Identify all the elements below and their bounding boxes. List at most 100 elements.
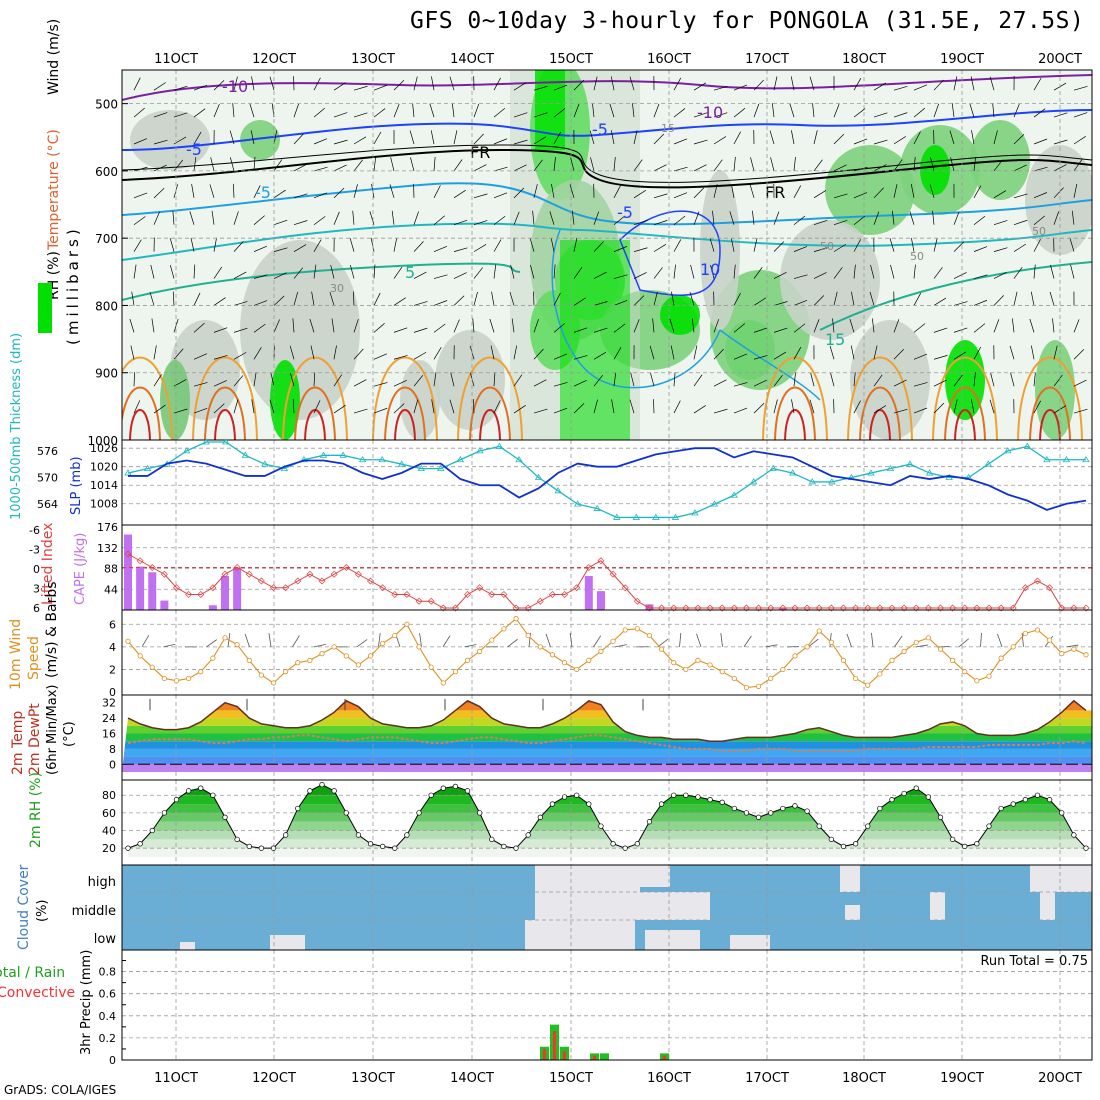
y-tick-label: 1026 bbox=[90, 442, 118, 455]
wind-barb bbox=[513, 164, 527, 172]
li-point bbox=[209, 584, 217, 592]
wind-barb bbox=[753, 103, 760, 118]
wind-barb bbox=[193, 407, 208, 414]
rh-point bbox=[343, 810, 349, 816]
wind-barb bbox=[773, 374, 783, 387]
wind-barb bbox=[393, 103, 400, 118]
wind-speed-point bbox=[877, 671, 883, 677]
thickness-point bbox=[456, 455, 465, 463]
wind-speed-point bbox=[1047, 637, 1053, 643]
li-point bbox=[779, 604, 787, 612]
wind-barb bbox=[953, 211, 960, 225]
ylabel-precip-total: Total / Rain bbox=[0, 965, 65, 981]
precip-total-bar bbox=[600, 1053, 609, 1060]
li-point bbox=[609, 570, 617, 578]
rh-point bbox=[234, 836, 240, 843]
wind-barb bbox=[253, 372, 257, 387]
dewpoint-line bbox=[127, 734, 1087, 752]
rh-point bbox=[646, 819, 653, 825]
li-point bbox=[997, 604, 1005, 612]
ylabel-precip-conv: Convective bbox=[0, 985, 75, 1001]
rh-point bbox=[840, 843, 847, 850]
wind-barb bbox=[253, 300, 268, 306]
rh-point bbox=[331, 788, 337, 794]
wind-barb bbox=[273, 130, 278, 145]
thickness-point bbox=[730, 491, 738, 498]
wind-barb bbox=[153, 82, 166, 91]
wind-barb bbox=[350, 264, 355, 279]
y-tick-label: 20 bbox=[102, 842, 116, 855]
ylabel-temp2m: 2m Temp bbox=[10, 711, 26, 775]
wind-barb bbox=[431, 399, 435, 414]
wind-barb bbox=[1033, 400, 1041, 414]
wind-barb bbox=[153, 164, 167, 172]
wind-barb bbox=[853, 400, 861, 414]
wind-barb bbox=[673, 192, 688, 199]
temp-band bbox=[122, 756, 1092, 765]
wind-speed-point bbox=[950, 657, 956, 664]
x-tick-label: 16OCT bbox=[647, 52, 691, 67]
wind-barb bbox=[853, 215, 866, 226]
wind-barb bbox=[933, 237, 938, 252]
wind-barb bbox=[833, 219, 848, 226]
slp-ylabel: SLP (mb) bbox=[69, 456, 84, 515]
wind-barb bbox=[958, 638, 970, 648]
wind-barb bbox=[293, 133, 304, 145]
y-tick-label: 0 bbox=[33, 563, 40, 576]
wind-barb bbox=[229, 130, 235, 145]
wind-barb bbox=[790, 76, 795, 91]
wind-barb bbox=[250, 130, 255, 145]
rh-point bbox=[1022, 796, 1029, 803]
wind-barb bbox=[971, 130, 975, 145]
wind-barb bbox=[1033, 77, 1042, 91]
wind-barb bbox=[193, 84, 208, 91]
rh-point bbox=[258, 845, 265, 851]
wind-barb bbox=[133, 216, 146, 226]
wind-barb bbox=[373, 108, 386, 118]
thickness-point bbox=[1043, 455, 1051, 463]
run-total-annotation: Run Total = 0.75 bbox=[980, 954, 1088, 969]
rh-point bbox=[937, 814, 944, 820]
y-tick-label: 1020 bbox=[90, 461, 118, 474]
rh-band bbox=[128, 812, 1086, 822]
wind-barb bbox=[1021, 632, 1024, 647]
x-tick-label: 20OCT bbox=[1038, 52, 1082, 67]
wind-speed-point bbox=[695, 657, 701, 664]
li-point bbox=[512, 604, 520, 612]
wind-barb bbox=[893, 85, 908, 91]
li-point bbox=[282, 584, 290, 592]
rh-point bbox=[513, 845, 519, 851]
temp-band bbox=[122, 725, 1092, 734]
wind-barb bbox=[693, 112, 708, 118]
rh-region bbox=[435, 330, 505, 430]
wind-barb bbox=[233, 301, 248, 306]
cape-bar bbox=[778, 608, 787, 610]
wind-barb bbox=[593, 301, 608, 306]
wind-barb bbox=[269, 399, 275, 414]
wind-barb bbox=[442, 635, 451, 648]
wind-barb bbox=[930, 157, 935, 171]
li-point bbox=[791, 604, 799, 612]
wind-barb bbox=[773, 399, 778, 414]
wind-barb bbox=[913, 156, 916, 171]
wind-barb bbox=[193, 322, 205, 333]
li-point bbox=[670, 604, 678, 612]
wind-barb bbox=[453, 319, 460, 333]
thickness-point bbox=[1082, 455, 1090, 463]
wind-barb bbox=[313, 192, 328, 199]
wind-barb bbox=[793, 274, 808, 279]
x-tick-label: 11OCT bbox=[154, 1071, 198, 1086]
wind-barb bbox=[853, 372, 856, 387]
wind-barb bbox=[593, 327, 608, 333]
rh-point bbox=[865, 823, 871, 829]
rh-point bbox=[452, 783, 459, 790]
wind-barb bbox=[473, 267, 483, 279]
x-tick-label: 15OCT bbox=[549, 52, 593, 67]
wind-speed-point bbox=[1059, 651, 1065, 657]
wind-barb bbox=[569, 632, 573, 647]
precip-conv-bar bbox=[543, 1048, 546, 1060]
contour-label: 15 bbox=[825, 330, 845, 349]
wind-barb bbox=[545, 633, 551, 647]
rh-point bbox=[185, 788, 192, 794]
cape-bar bbox=[208, 605, 217, 610]
